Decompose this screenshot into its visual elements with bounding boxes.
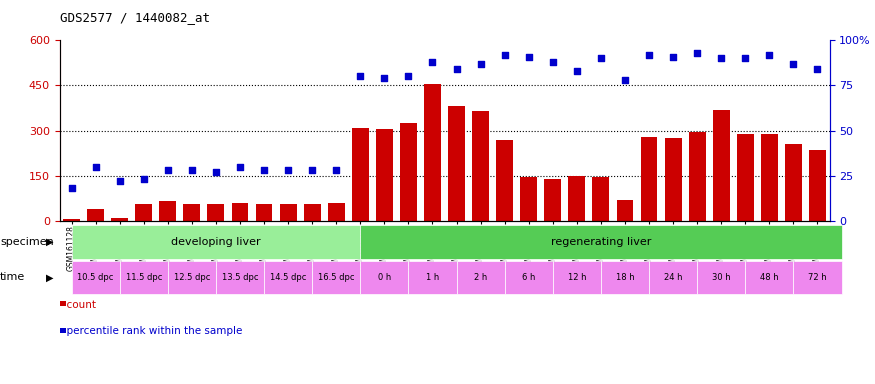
Point [642, 52, 656, 58]
Text: specimen: specimen [0, 237, 53, 247]
Text: 16.5 dpc: 16.5 dpc [318, 273, 354, 282]
Text: 6 h: 6 h [522, 273, 536, 282]
Point [810, 66, 824, 72]
Text: ▶: ▶ [46, 237, 53, 247]
Point [522, 53, 536, 60]
Bar [496, 140, 513, 221]
Text: 18 h: 18 h [616, 273, 634, 282]
Point [233, 164, 247, 170]
Bar [328, 203, 345, 221]
Text: percentile rank within the sample: percentile rank within the sample [60, 326, 242, 336]
Bar [617, 200, 634, 221]
Text: ▶: ▶ [46, 272, 53, 283]
Point [185, 167, 199, 173]
Bar [207, 204, 224, 221]
Text: 11.5 dpc: 11.5 dpc [125, 273, 162, 282]
Point [738, 55, 752, 61]
Bar [809, 150, 826, 221]
Point [473, 61, 487, 67]
Bar [352, 127, 368, 221]
Point [113, 178, 127, 184]
Bar [111, 218, 128, 221]
Text: 1 h: 1 h [426, 273, 439, 282]
Point [377, 75, 391, 81]
Bar [448, 106, 465, 221]
Point [690, 50, 704, 56]
Point [546, 59, 560, 65]
Bar [569, 176, 585, 221]
Bar [713, 109, 730, 221]
Point [425, 59, 439, 65]
Point [281, 167, 295, 173]
Point [161, 167, 175, 173]
Point [570, 68, 584, 74]
Text: regenerating liver: regenerating liver [550, 237, 651, 247]
Text: 30 h: 30 h [712, 273, 731, 282]
Bar [63, 219, 80, 221]
Bar [689, 132, 705, 221]
Text: 12.5 dpc: 12.5 dpc [173, 273, 210, 282]
Point [136, 176, 150, 182]
Point [594, 55, 608, 61]
Text: 48 h: 48 h [760, 273, 779, 282]
Point [402, 73, 416, 79]
Text: 24 h: 24 h [664, 273, 682, 282]
Point [65, 185, 79, 191]
Bar [400, 123, 416, 221]
Bar [785, 144, 802, 221]
Bar [136, 204, 152, 221]
Text: 10.5 dpc: 10.5 dpc [77, 273, 114, 282]
Text: time: time [0, 272, 25, 283]
Point [762, 52, 776, 58]
Text: 13.5 dpc: 13.5 dpc [221, 273, 258, 282]
Bar [304, 204, 320, 221]
Bar [665, 138, 682, 221]
Point [88, 164, 102, 170]
Point [498, 52, 512, 58]
Bar [761, 134, 778, 221]
Bar [184, 204, 200, 221]
Text: 0 h: 0 h [378, 273, 391, 282]
Point [450, 66, 464, 72]
Bar [88, 209, 104, 221]
Bar [521, 177, 537, 221]
Bar [159, 201, 176, 221]
Bar [232, 203, 248, 221]
Point [714, 55, 728, 61]
Point [209, 169, 223, 175]
Bar [640, 137, 657, 221]
Text: 14.5 dpc: 14.5 dpc [270, 273, 306, 282]
Bar [376, 129, 393, 221]
Text: count: count [60, 300, 95, 310]
Point [329, 167, 343, 173]
Text: GDS2577 / 1440082_at: GDS2577 / 1440082_at [60, 12, 209, 25]
Bar [544, 179, 561, 221]
Bar [424, 84, 441, 221]
Point [666, 53, 680, 60]
Point [787, 61, 801, 67]
Bar [280, 204, 297, 221]
Bar [592, 177, 609, 221]
Point [354, 73, 367, 79]
Bar [473, 111, 489, 221]
Point [257, 167, 271, 173]
Text: 72 h: 72 h [808, 273, 827, 282]
Point [618, 77, 632, 83]
Text: 12 h: 12 h [568, 273, 586, 282]
Bar [737, 134, 753, 221]
Text: 2 h: 2 h [474, 273, 487, 282]
Bar [255, 204, 272, 221]
Point [305, 167, 319, 173]
Text: developing liver: developing liver [172, 237, 261, 247]
